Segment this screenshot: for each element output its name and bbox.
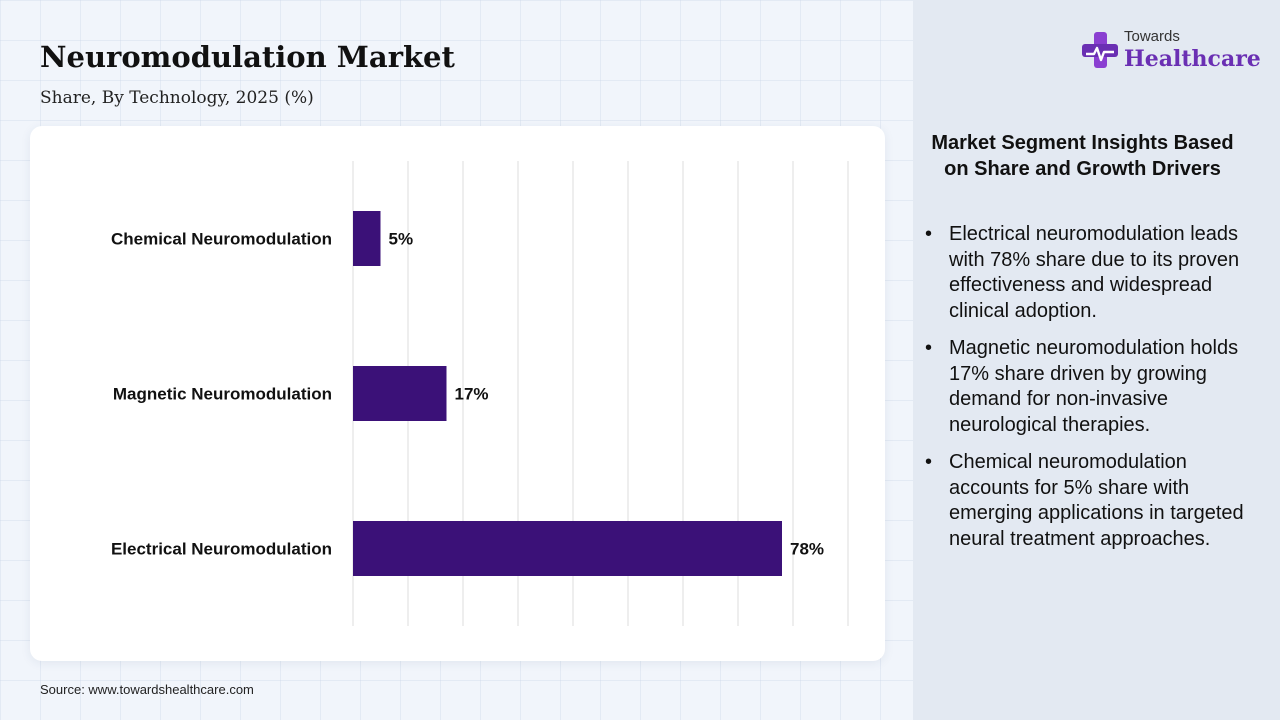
- brand-logo: Towards Healthcare: [1080, 28, 1261, 78]
- bullet-icon: •: [925, 223, 933, 245]
- source-note: Source: www.towardshealthcare.com: [40, 682, 254, 697]
- category-label: Magnetic Neuromodulation: [113, 385, 332, 404]
- bullet-icon: •: [925, 451, 933, 473]
- logo-text-top: Towards: [1124, 28, 1180, 45]
- insight-item-electrical: • Electrical neuromodulation leads with …: [925, 222, 1245, 324]
- category-label: Chemical Neuromodulation: [111, 230, 332, 249]
- bar-chart: Chemical Neuromodulation 5% Magnetic Neuro…: [111, 161, 849, 626]
- insights-panel: [913, 0, 1280, 720]
- insights-list: • Electrical neuromodulation leads with …: [925, 222, 1245, 564]
- value-label: 78%: [790, 540, 824, 559]
- insights-title: Market Segment Insights Based on Share a…: [931, 132, 1234, 180]
- bar: [353, 521, 782, 576]
- bullet-icon: •: [925, 337, 933, 359]
- bar: [353, 211, 381, 266]
- insight-item-magnetic: • Magnetic neuromodulation holds 17% sha…: [925, 336, 1245, 438]
- insight-text: Electrical neuromodulation leads with 78…: [949, 223, 1240, 322]
- logo-text-main: Healthcare: [1124, 46, 1261, 72]
- insight-text: Chemical neuromodulation accounts for 5%…: [949, 451, 1244, 550]
- category-label: Electrical Neuromodulation: [111, 540, 332, 559]
- chart-title: Neuromodulation Market: [40, 40, 455, 74]
- chart-subtitle: Share, By Technology, 2025 (%): [40, 88, 314, 108]
- bar: [353, 366, 447, 421]
- medical-cross-icon: [1082, 32, 1118, 68]
- insight-text: Magnetic neuromodulation holds 17% share…: [949, 337, 1239, 436]
- value-label: 5%: [389, 230, 414, 249]
- chart-card: Chemical Neuromodulation 5% Magnetic Neuro…: [30, 126, 885, 661]
- insight-item-chemical: • Chemical neuromodulation accounts for …: [925, 450, 1245, 552]
- value-label: 17%: [455, 385, 489, 404]
